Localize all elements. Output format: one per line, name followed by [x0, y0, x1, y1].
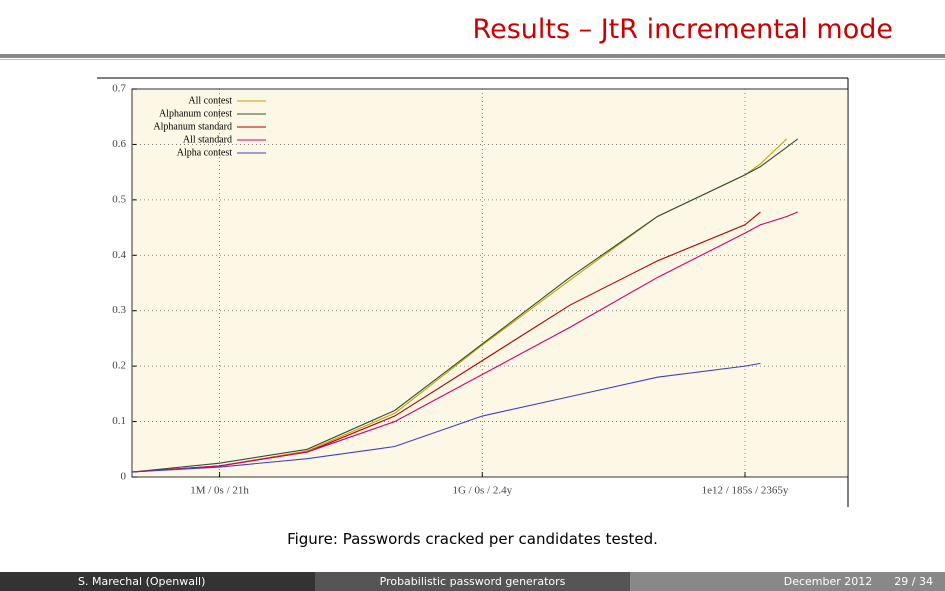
series-line: [131, 211, 798, 473]
y-tick-label: 0.1: [112, 415, 126, 427]
y-tick-label: 0: [121, 471, 127, 483]
footer-page: 29 / 34: [894, 575, 933, 588]
legend-label: Alpha contest: [177, 147, 232, 158]
legend-label: All standard: [183, 134, 232, 145]
footer: S. Marechal (Openwall) Probabilistic pas…: [0, 572, 945, 591]
y-tick-label: 0.4: [112, 249, 126, 261]
slide-title: Results – JtR incremental mode: [472, 14, 893, 45]
y-tick-label: 0.6: [112, 138, 126, 150]
legend-label: All contest: [188, 95, 232, 106]
y-tick-label: 0.7: [112, 83, 126, 95]
caption: Figure: Passwords cracked per candidates…: [287, 530, 658, 548]
x-tick-label: 1M / 0s / 21h: [190, 485, 249, 497]
footer-author: S. Marechal (Openwall): [0, 572, 315, 591]
legend-label: Alphanum contest: [159, 108, 232, 119]
footer-talk: Probabilistic password generators: [315, 572, 630, 591]
series-line: [131, 138, 799, 473]
footer-right: December 2012 29 / 34: [630, 572, 945, 591]
title-rule: [0, 54, 945, 58]
plot-area: [131, 88, 849, 478]
y-tick-label: 0.2: [112, 360, 126, 372]
series-line: [131, 362, 761, 473]
legend-label: Alphanum standard: [153, 121, 232, 132]
x-tick-label: 1G / 0s / 2.4y: [452, 485, 512, 497]
x-tick-label: 1e12 / 185s / 2365y: [702, 485, 789, 497]
y-tick-label: 0.5: [112, 193, 126, 205]
footer-date: December 2012: [783, 575, 873, 588]
title-rule: [0, 59, 945, 60]
y-tick-label: 0.3: [112, 304, 126, 316]
